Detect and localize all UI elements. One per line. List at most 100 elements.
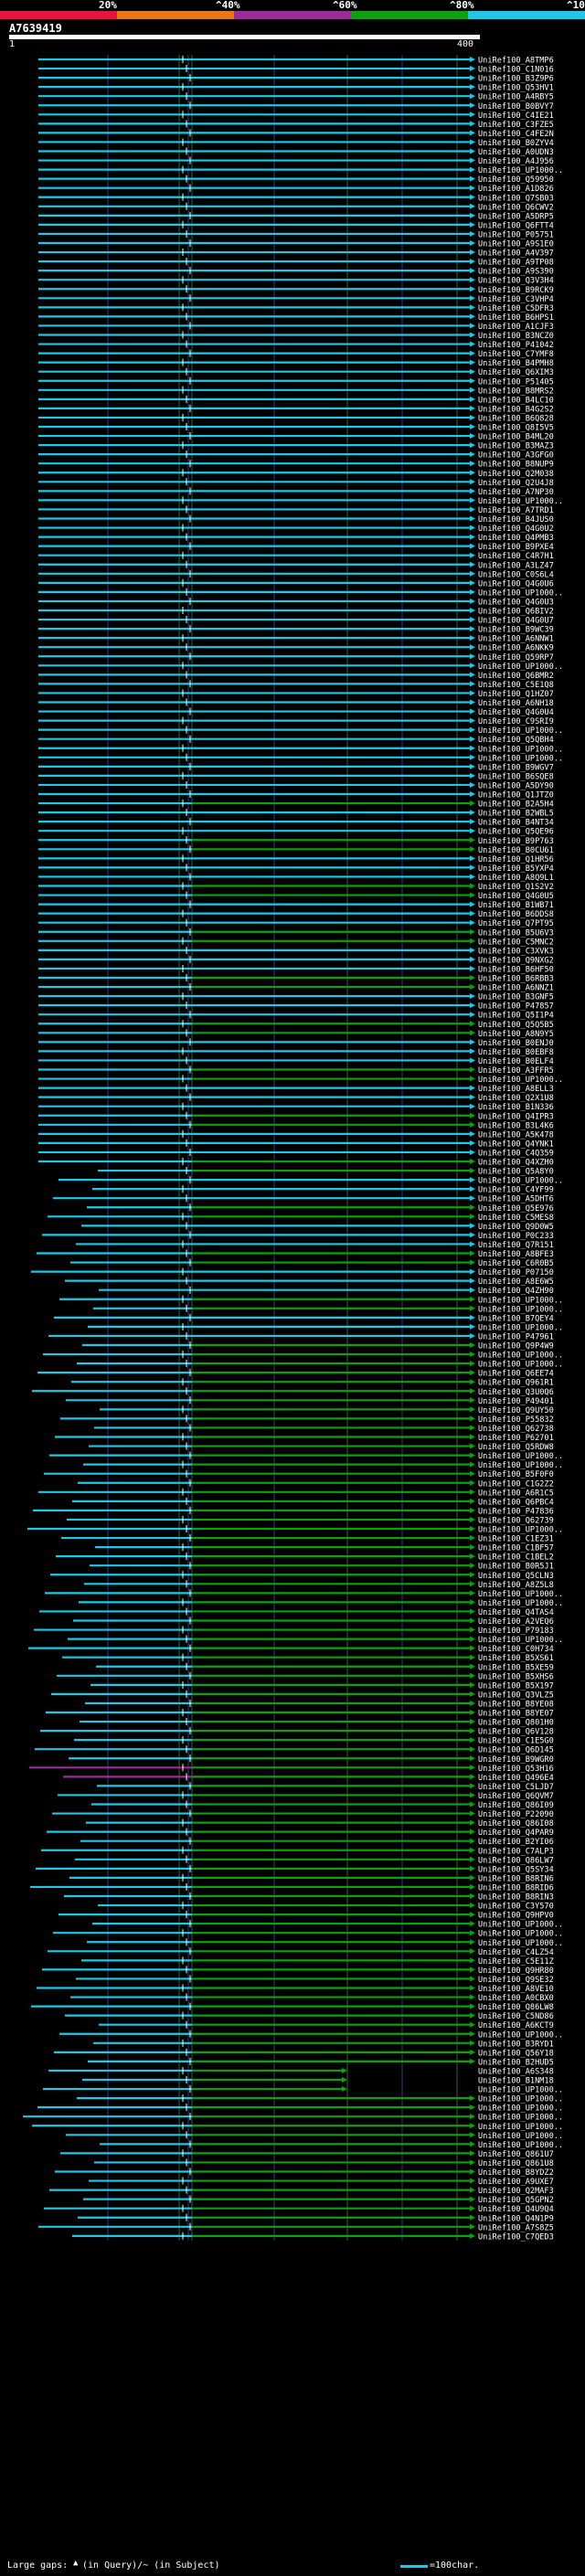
hit-label[interactable]: UniRef100_Q5Q5B5 (478, 1021, 554, 1030)
hit-label[interactable]: UniRef100_Q961R1 (478, 1379, 554, 1388)
hit-label[interactable]: UniRef100_UP1000.. (478, 1921, 563, 1930)
hit-label[interactable]: UniRef100_B9WGR0 (478, 1755, 554, 1765)
hit-label[interactable]: UniRef100_A3FFR5 (478, 1066, 554, 1076)
hit-label[interactable]: UniRef100_Q861U8 (478, 2159, 554, 2168)
hit-label[interactable]: UniRef100_P0C233 (478, 1232, 554, 1241)
hit-label[interactable]: UniRef100_A8N9Y5 (478, 1030, 554, 1039)
hit-label[interactable]: UniRef100_B0BVY7 (478, 102, 554, 111)
hit-label[interactable]: UniRef100_Q6D145 (478, 1746, 554, 1755)
hit-label[interactable]: UniRef100_C4LZ54 (478, 1948, 554, 1957)
hit-label[interactable]: UniRef100_P51405 (478, 377, 554, 387)
hit-label[interactable]: UniRef100_Q6PBC4 (478, 1498, 554, 1507)
hit-label[interactable]: UniRef100_A8ELL3 (478, 1085, 554, 1094)
hit-label[interactable]: UniRef100_P79183 (478, 1627, 554, 1636)
hit-label[interactable]: UniRef100_P47857 (478, 1002, 554, 1012)
hit-label[interactable]: UniRef100_Q8I5V5 (478, 424, 554, 433)
hit-label[interactable]: UniRef100_Q4XZH0 (478, 1159, 554, 1168)
hit-label[interactable]: UniRef100_Q4G0U3 (478, 598, 554, 607)
hit-label[interactable]: UniRef100_B4PMH8 (478, 359, 554, 368)
hit-label[interactable]: UniRef100_C4YF99 (478, 1186, 554, 1195)
hit-label[interactable]: UniRef100_Q4IPR3 (478, 1112, 554, 1121)
hit-label[interactable]: UniRef100_Q9P4W9 (478, 1342, 554, 1352)
hit-label[interactable]: UniRef100_Q3U0Q6 (478, 1388, 554, 1397)
hit-label[interactable]: UniRef100_A5DHT6 (478, 1195, 554, 1204)
hit-label[interactable]: UniRef100_B0ENJ0 (478, 1039, 554, 1048)
hit-label[interactable]: UniRef100_C5MES8 (478, 1214, 554, 1223)
hit-label[interactable]: UniRef100_B6Q828 (478, 414, 554, 423)
hit-label[interactable]: UniRef100_A8TMP6 (478, 57, 554, 66)
hit-label[interactable]: UniRef100_Q9HPV0 (478, 1912, 554, 1921)
hit-label[interactable]: UniRef100_Q5CLN3 (478, 1572, 554, 1581)
hit-label[interactable]: UniRef100_Q4N1P9 (478, 2214, 554, 2223)
hit-label[interactable]: UniRef100_A4J956 (478, 157, 554, 166)
hit-label[interactable]: UniRef100_B9PXE4 (478, 543, 554, 552)
hit-label[interactable]: UniRef100_A8E6W5 (478, 1277, 554, 1287)
hit-label[interactable]: UniRef100_Q4PMB3 (478, 534, 554, 543)
hit-label[interactable]: UniRef100_A2VEQ6 (478, 1617, 554, 1627)
hit-label[interactable]: UniRef100_Q4PAR9 (478, 1829, 554, 1838)
hit-label[interactable]: UniRef100_C5LJD7 (478, 1783, 554, 1792)
hit-label[interactable]: UniRef100_C9SRI9 (478, 717, 554, 726)
hit-label[interactable]: UniRef100_C5E1Q8 (478, 681, 554, 690)
hit-label[interactable]: UniRef100_C1EZ31 (478, 1535, 554, 1544)
hit-label[interactable]: UniRef100_P41042 (478, 341, 554, 350)
hit-label[interactable]: UniRef100_Q861U7 (478, 2150, 554, 2159)
hit-label[interactable]: UniRef100_A0UDN3 (478, 148, 554, 157)
hit-label[interactable]: UniRef100_C4R7H1 (478, 552, 554, 561)
hit-label[interactable]: UniRef100_A4V397 (478, 249, 554, 259)
hit-label[interactable]: UniRef100_Q6XIM3 (478, 368, 554, 377)
hit-label[interactable]: UniRef100_Q56Y18 (478, 2049, 554, 2058)
hit-label[interactable]: UniRef100_B3MAZ3 (478, 442, 554, 451)
hit-label[interactable]: UniRef100_Q7SB03 (478, 194, 554, 203)
hit-label[interactable]: UniRef100_B3GNF5 (478, 993, 554, 1002)
hit-label[interactable]: UniRef100_C0S6L4 (478, 570, 554, 579)
hit-label[interactable]: UniRef100_B6RBB3 (478, 975, 554, 984)
hit-label[interactable]: UniRef100_UP1000.. (478, 588, 563, 598)
hit-label[interactable]: UniRef100_A8Z5L8 (478, 1581, 554, 1590)
hit-label[interactable]: UniRef100_Q5GPN2 (478, 2196, 554, 2205)
hit-label[interactable]: UniRef100_C7ALP3 (478, 1847, 554, 1856)
hit-label[interactable]: UniRef100_B9WGV7 (478, 763, 554, 772)
hit-label[interactable]: UniRef100_B0ZYV4 (478, 139, 554, 148)
hit-label[interactable]: UniRef100_Q9D0W5 (478, 1223, 554, 1232)
hit-label[interactable]: UniRef100_C7QED3 (478, 2232, 554, 2242)
hit-label[interactable]: UniRef100_UP1000.. (478, 1526, 563, 1535)
hit-label[interactable]: UniRef100_B1NM18 (478, 2077, 554, 2086)
hit-label[interactable]: UniRef100_UP1000.. (478, 1305, 563, 1314)
hit-label[interactable]: UniRef100_A6NNZ1 (478, 984, 554, 993)
hit-label[interactable]: UniRef100_B8MRS2 (478, 387, 554, 396)
hit-label[interactable]: UniRef100_C5MNC2 (478, 938, 554, 947)
hit-label[interactable]: UniRef100_A6NH18 (478, 699, 554, 708)
hit-label[interactable]: UniRef100_B5XHS6 (478, 1672, 554, 1681)
hit-label[interactable]: UniRef100_Q9HR80 (478, 1966, 554, 1976)
hit-label[interactable]: UniRef100_B0ELF4 (478, 1057, 554, 1066)
hit-label[interactable]: UniRef100_A7TRD1 (478, 506, 554, 515)
hit-label[interactable]: UniRef100_Q9NXG2 (478, 956, 554, 965)
hit-label[interactable]: UniRef100_Q4U9Q4 (478, 2205, 554, 2214)
hit-label[interactable]: UniRef100_A8BFE3 (478, 1250, 554, 1259)
hit-label[interactable]: UniRef100_B5XE59 (478, 1663, 554, 1672)
hit-label[interactable]: UniRef100_P62701 (478, 1434, 554, 1443)
hit-label[interactable]: UniRef100_Q4TAS4 (478, 1608, 554, 1617)
hit-label[interactable]: UniRef100_UP1000.. (478, 1361, 563, 1370)
hit-label[interactable]: UniRef100_Q1HZ07 (478, 690, 554, 699)
hit-label[interactable]: UniRef100_Q3VLZ5 (478, 1691, 554, 1700)
hit-label[interactable]: UniRef100_Q59950 (478, 175, 554, 185)
hit-label[interactable]: UniRef100_UP1000.. (478, 2123, 563, 2132)
hit-label[interactable]: UniRef100_UP1000.. (478, 1930, 563, 1939)
hit-label[interactable]: UniRef100_C1BF57 (478, 1544, 554, 1553)
hit-label[interactable]: UniRef100_UP1000.. (478, 1323, 563, 1332)
hit-label[interactable]: UniRef100_A6NKK9 (478, 644, 554, 653)
hit-label[interactable]: UniRef100_Q86I09 (478, 1801, 554, 1810)
hit-label[interactable]: UniRef100_UP1000.. (478, 2095, 563, 2104)
hit-label[interactable]: UniRef100_B9P763 (478, 837, 554, 846)
hit-label[interactable]: UniRef100_A1CJF3 (478, 323, 554, 332)
hit-label[interactable]: UniRef100_UP1000.. (478, 745, 563, 754)
hit-label[interactable]: UniRef100_A8Q9L1 (478, 874, 554, 883)
hit-label[interactable]: UniRef100_UP1000.. (478, 2141, 563, 2150)
hit-label[interactable]: UniRef100_Q5A8Y0 (478, 1168, 554, 1177)
hit-label[interactable]: UniRef100_A3GFG0 (478, 451, 554, 461)
hit-label[interactable]: UniRef100_A0CBX0 (478, 1994, 554, 2003)
hit-label[interactable]: UniRef100_B2A5H4 (478, 800, 554, 810)
hit-label[interactable]: UniRef100_A9S390 (478, 268, 554, 277)
